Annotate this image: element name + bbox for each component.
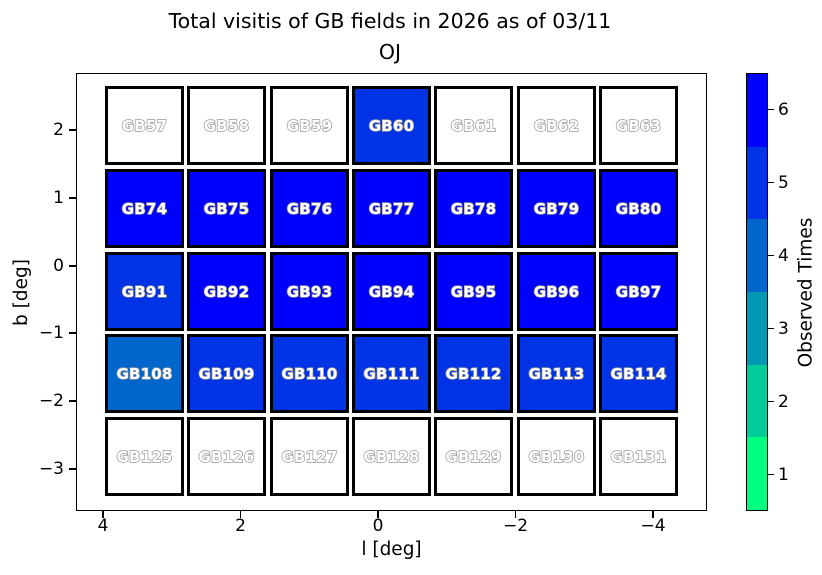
x-tick-label: −4 xyxy=(640,516,666,536)
cell-GB76: GB76 xyxy=(270,169,349,248)
cell-GB111: GB111 xyxy=(352,334,431,413)
x-tick-mark xyxy=(514,511,517,518)
cell-GB59: GB59 xyxy=(270,86,349,165)
x-axis-label: l [deg] xyxy=(361,539,422,560)
x-tick-label: 2 xyxy=(235,516,246,536)
cell-GB97: GB97 xyxy=(599,252,678,331)
cell-GB77: GB77 xyxy=(352,169,431,248)
y-axis-label: b [deg] xyxy=(10,258,32,326)
colorbar-tick-label: 3 xyxy=(778,318,789,339)
y-axis-label-box: b [deg] xyxy=(0,73,42,511)
cell-GB113: GB113 xyxy=(517,334,596,413)
colorbar xyxy=(746,73,768,511)
colorbar-band xyxy=(747,437,767,511)
cell-GB75: GB75 xyxy=(187,169,266,248)
cell-GB80: GB80 xyxy=(599,169,678,248)
cell-GB74: GB74 xyxy=(105,169,184,248)
cell-GB79: GB79 xyxy=(517,169,596,248)
cell-GB91: GB91 xyxy=(105,252,184,331)
cell-GB126: GB126 xyxy=(187,417,266,496)
cell-GB109: GB109 xyxy=(187,334,266,413)
cell-GB127: GB127 xyxy=(270,417,349,496)
cell-GB125: GB125 xyxy=(105,417,184,496)
colorbar-label: Observed Times xyxy=(795,217,817,367)
cell-GB130: GB130 xyxy=(517,417,596,496)
colorbar-band xyxy=(747,219,767,293)
cell-GB129: GB129 xyxy=(434,417,513,496)
colorbar-tick-label: 4 xyxy=(778,245,789,266)
cell-GB131: GB131 xyxy=(599,417,678,496)
x-tick-mark xyxy=(652,511,654,518)
y-tick-label: 1 xyxy=(53,188,64,208)
cell-GB114: GB114 xyxy=(599,334,678,413)
chart-title-block: Total visitis of GB fields in 2026 as of… xyxy=(60,6,720,68)
colorbar-band xyxy=(747,364,767,438)
y-tick-label: −3 xyxy=(38,459,64,479)
cell-GB60: GB60 xyxy=(352,86,431,165)
cell-GB63: GB63 xyxy=(599,86,678,165)
chart-title: Total visitis of GB fields in 2026 as of… xyxy=(168,9,612,33)
cell-GB94: GB94 xyxy=(352,252,431,331)
cell-GB78: GB78 xyxy=(434,169,513,248)
colorbar-tick-mark xyxy=(768,181,774,184)
colorbar-band xyxy=(747,74,767,147)
y-tick-label: 2 xyxy=(53,120,64,140)
cell-GB61: GB61 xyxy=(434,86,513,165)
chart-subtitle: OJ xyxy=(378,39,402,64)
y-tick-mark xyxy=(69,468,76,470)
cell-GB92: GB92 xyxy=(187,252,266,331)
colorbar-label-box: Observed Times xyxy=(788,73,822,511)
cell-GB108: GB108 xyxy=(105,334,184,413)
x-tick-label: 0 xyxy=(372,516,384,536)
cell-GB128: GB128 xyxy=(352,417,431,496)
colorbar-tick-mark xyxy=(768,400,774,403)
colorbar-tick-mark xyxy=(768,108,774,111)
x-tick-mark xyxy=(102,511,104,518)
x-tick-mark xyxy=(239,511,242,518)
y-tick-mark xyxy=(69,400,76,402)
cell-GB58: GB58 xyxy=(187,86,266,165)
y-tick-label: −2 xyxy=(38,391,64,411)
colorbar-tick-mark xyxy=(768,254,774,257)
colorbar-tick-label: 6 xyxy=(778,99,789,120)
cell-GB110: GB110 xyxy=(270,334,349,413)
colorbar-band xyxy=(747,292,767,365)
y-tick-mark xyxy=(69,265,76,267)
cell-GB62: GB62 xyxy=(517,86,596,165)
cell-GB93: GB93 xyxy=(270,252,349,331)
cell-GB57: GB57 xyxy=(105,86,184,165)
cell-GB95: GB95 xyxy=(434,252,513,331)
x-tick-label: 4 xyxy=(97,516,109,536)
colorbar-tick-mark xyxy=(768,327,774,330)
y-tick-mark xyxy=(69,197,76,199)
x-tick-mark xyxy=(377,511,379,518)
x-tick-label: −2 xyxy=(502,516,529,536)
colorbar-band xyxy=(747,146,767,220)
y-tick-mark xyxy=(69,129,76,131)
y-tick-mark xyxy=(69,332,76,334)
cell-GB112: GB112 xyxy=(434,334,513,413)
colorbar-tick-label: 2 xyxy=(778,391,789,412)
cell-GB96: GB96 xyxy=(517,252,596,331)
colorbar-tick-label: 1 xyxy=(778,464,789,485)
y-tick-label: 0 xyxy=(53,256,64,276)
y-tick-label: −1 xyxy=(38,323,64,343)
colorbar-tick-mark xyxy=(768,473,774,476)
colorbar-tick-label: 5 xyxy=(778,172,789,193)
